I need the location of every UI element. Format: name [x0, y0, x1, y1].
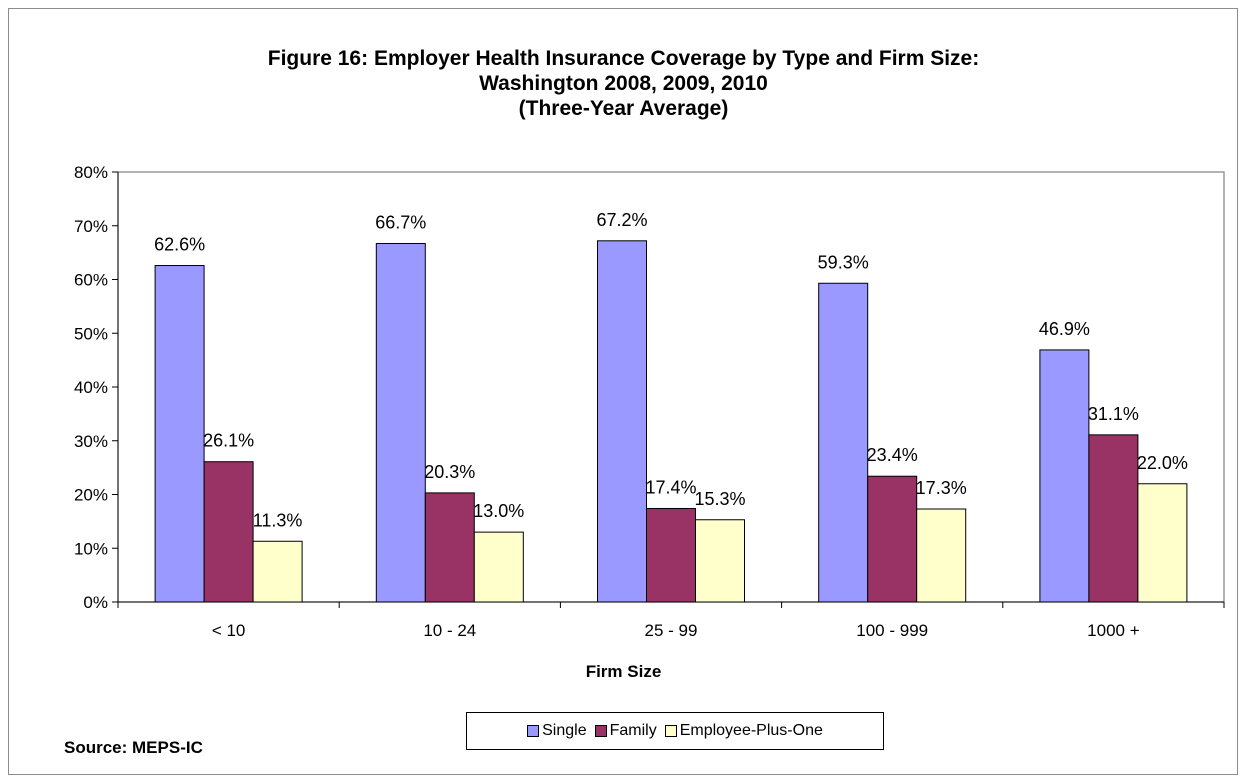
data-label-single: 59.3%: [818, 252, 869, 272]
bar-single: [154, 265, 205, 603]
legend: Single Family Employee-Plus-One: [466, 712, 884, 750]
y-tick-label: 20%: [74, 486, 108, 505]
bar-family: [424, 492, 475, 603]
chart-title-line-1: Figure 16: Employer Health Insurance Cov…: [267, 47, 980, 70]
data-label-family: 26.1%: [203, 431, 254, 451]
y-tick-label: 60%: [74, 271, 108, 290]
y-tick-label: 0%: [83, 593, 108, 612]
data-label-family: 31.1%: [1088, 404, 1139, 424]
legend-item-family: Family: [594, 722, 657, 740]
data-label-family: 17.4%: [645, 477, 696, 497]
bar-family: [203, 461, 254, 603]
data-label-employee-plus-one: 13.0%: [473, 501, 524, 521]
x-tick-label: < 10: [212, 621, 246, 640]
plot-area: 0% 10% 20% 30% 40% 50% 60% 70% 80% 62.6% 26.1% 11.3…: [74, 163, 1225, 640]
x-tick-label: 10 - 24: [423, 621, 476, 640]
legend-label-family: Family: [609, 722, 657, 739]
x-axis-label: Firm Size: [585, 662, 662, 681]
data-label-employee-plus-one: 17.3%: [916, 478, 967, 498]
legend-label-employee-plus-one: Employee-Plus-One: [679, 722, 823, 739]
data-label-employee-plus-one: 22.0%: [1137, 453, 1188, 473]
data-label-employee-plus-one: 15.3%: [694, 489, 745, 509]
y-tick-label: 30%: [74, 432, 108, 451]
legend-swatch-single: [527, 725, 540, 737]
bar-employee-plus-one: [916, 508, 967, 603]
chart-title: Figure 16: Employer Health Insurance Cov…: [0, 46, 1247, 121]
bar-single: [375, 242, 426, 603]
bar-family: [1088, 434, 1139, 603]
legend-swatch-employee-plus-one: [664, 725, 677, 737]
data-label-single: 66.7%: [375, 212, 426, 232]
y-tick-label: 10%: [74, 539, 108, 558]
data-label-family: 20.3%: [424, 462, 475, 482]
data-label-employee-plus-one: 11.3%: [253, 510, 303, 530]
data-label-single: 62.6%: [154, 235, 205, 255]
data-label-single: 46.9%: [1039, 319, 1090, 339]
bar-single: [1039, 349, 1090, 603]
y-tick-label: 50%: [74, 324, 108, 343]
legend-item-employee-plus-one: Employee-Plus-One: [664, 722, 823, 740]
y-tick-label: 70%: [74, 217, 108, 236]
bar-family: [867, 475, 918, 603]
x-tick-label: 25 - 99: [645, 621, 698, 640]
bar-employee-plus-one: [695, 519, 745, 603]
chart-title-line-2: Washington 2008, 2009, 2010: [479, 72, 768, 95]
bar-family: [646, 507, 696, 603]
bar-single: [597, 240, 647, 603]
legend-swatch-family: [594, 725, 607, 737]
y-tick-label: 80%: [74, 163, 108, 182]
legend-label-single: Single: [542, 722, 587, 739]
legend-item-single: Single: [527, 722, 587, 740]
bar-employee-plus-one: [252, 540, 303, 603]
x-tick-label: 1000 +: [1087, 621, 1140, 640]
chart-title-line-3: (Three-Year Average): [518, 97, 729, 120]
bar-single: [818, 282, 869, 603]
source-note: Source: MEPS-IC: [64, 738, 203, 757]
bar-employee-plus-one: [473, 531, 524, 603]
data-label-family: 23.4%: [867, 445, 918, 465]
x-tick-label: 100 - 999: [856, 621, 928, 640]
bar-employee-plus-one: [1137, 483, 1188, 603]
y-tick-label: 40%: [74, 378, 108, 397]
data-label-single: 67.2%: [596, 210, 647, 230]
